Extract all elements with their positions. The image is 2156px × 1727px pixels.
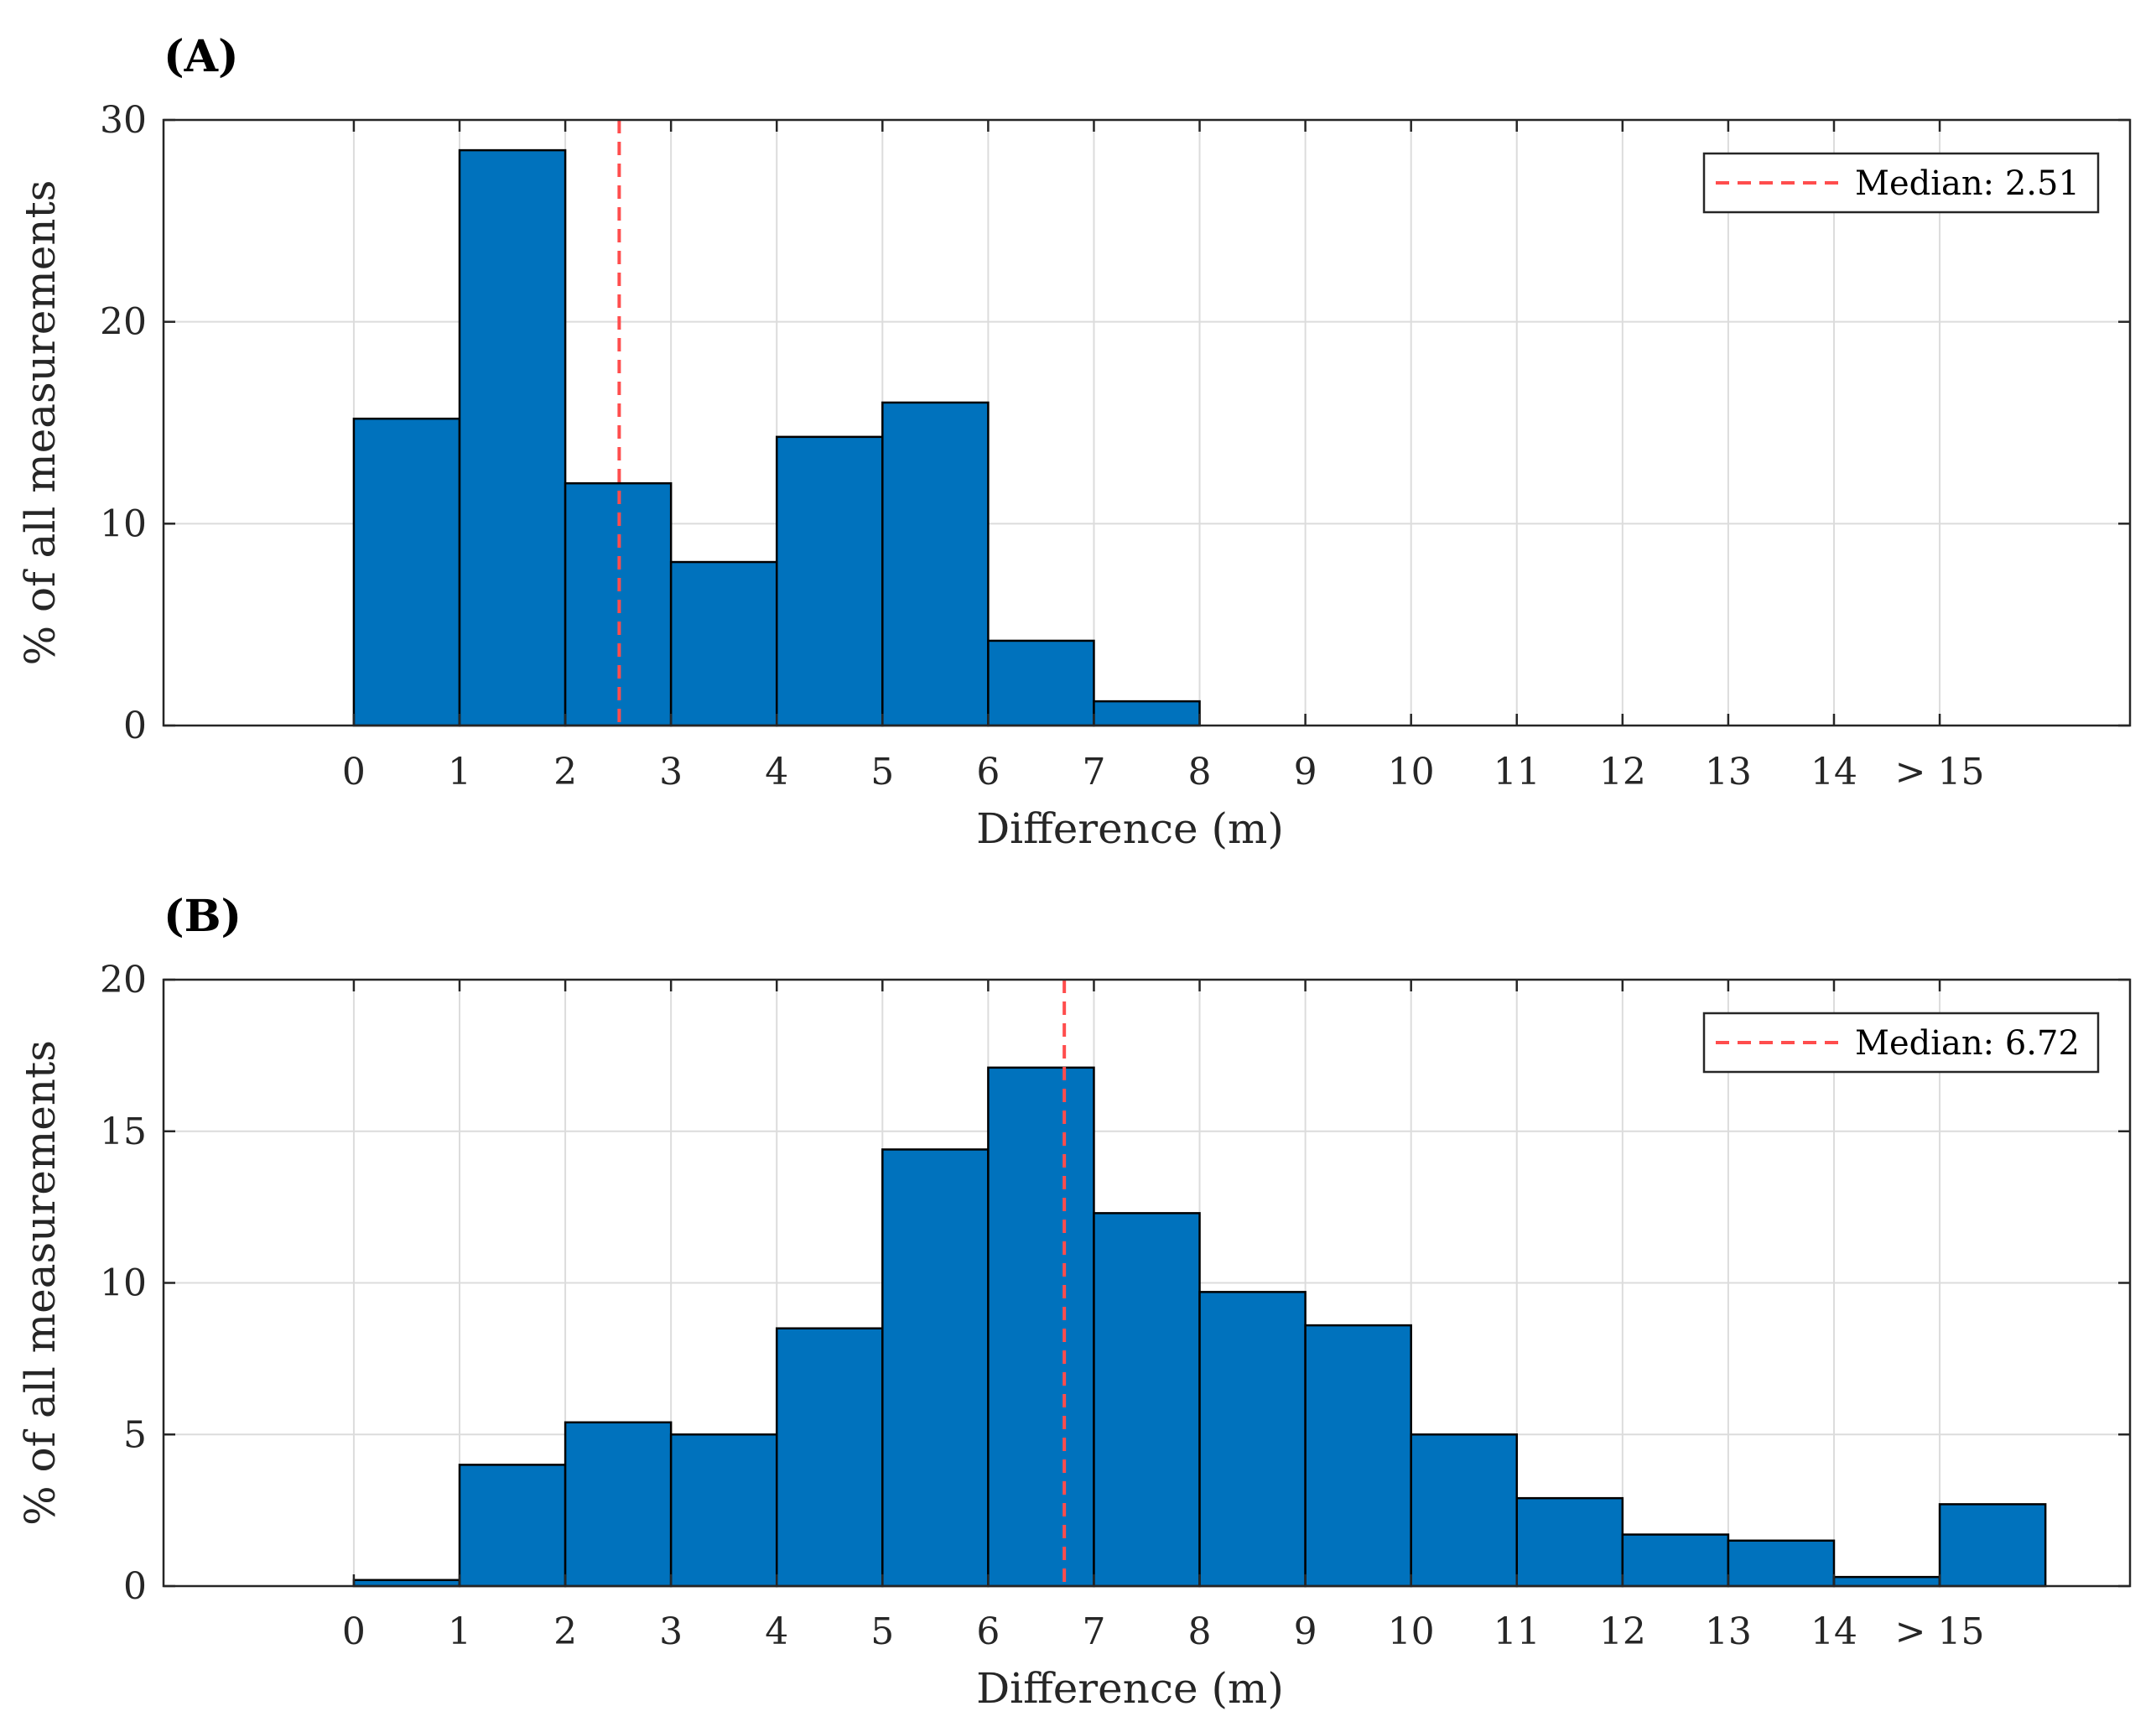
x-tick-label: 10 xyxy=(1388,1610,1435,1653)
histogram-bar xyxy=(987,639,1095,727)
x-tick-label: 1 xyxy=(448,1610,471,1653)
y-tick-label: 20 xyxy=(100,959,147,1001)
histogram-bar xyxy=(458,1464,567,1588)
legend-median-label: Median: 6.72 xyxy=(1855,1024,2080,1063)
x-tick-label: 10 xyxy=(1388,751,1435,793)
x-tick-label: 9 xyxy=(1294,751,1317,793)
panel-label: (A) xyxy=(164,31,239,82)
x-tick-label: 3 xyxy=(659,751,683,793)
histogram-bar xyxy=(881,401,990,727)
histogram-bar xyxy=(775,435,884,727)
x-tick-label: 5 xyxy=(870,1610,894,1653)
legend: Median: 2.51 xyxy=(1702,152,2100,214)
histogram-bar xyxy=(987,1066,1095,1588)
histogram-bar xyxy=(1938,1503,2047,1588)
chart-panel-b: 0 1 2 3 4 5 6 7 8 9 10 11 12 13 14 > 1505101520Differen… xyxy=(16,891,2132,1713)
x-tick-label: 12 xyxy=(1599,1610,1646,1653)
y-tick-label: 5 xyxy=(123,1413,147,1456)
x-tick-label: 13 xyxy=(1705,1610,1752,1653)
histogram-bar xyxy=(352,417,461,727)
x-tick-label: > 15 xyxy=(1895,1610,1985,1653)
histogram-bar xyxy=(1198,1291,1307,1588)
legend-median-label: Median: 2.51 xyxy=(1855,164,2080,203)
histogram-bar xyxy=(881,1148,990,1588)
histogram-bar xyxy=(1410,1433,1519,1588)
y-tick-label: 20 xyxy=(100,301,147,344)
x-tick-label: 3 xyxy=(659,1610,683,1653)
x-tick-label: 8 xyxy=(1188,751,1212,793)
legend: Median: 6.72 xyxy=(1702,1012,2100,1074)
y-axis-title: % of all measurements xyxy=(16,1040,65,1526)
y-tick-label: 30 xyxy=(100,99,147,142)
y-tick-label: 10 xyxy=(100,502,147,545)
x-tick-label: 14 xyxy=(1811,1610,1857,1653)
x-tick-label: 14 xyxy=(1811,751,1857,793)
x-tick-label: 4 xyxy=(765,1610,788,1653)
histogram-bar xyxy=(1304,1324,1412,1588)
x-tick-label: 5 xyxy=(870,751,894,793)
histogram-bar xyxy=(564,1421,673,1588)
y-tick-label: 0 xyxy=(123,705,147,747)
x-tick-label: 7 xyxy=(1082,1610,1105,1653)
histogram-bar xyxy=(669,1433,778,1588)
x-tick-label: 11 xyxy=(1494,1610,1540,1653)
histogram-bar xyxy=(669,560,778,727)
y-tick-label: 0 xyxy=(123,1565,147,1608)
x-tick-label: 8 xyxy=(1188,1610,1212,1653)
histogram-bar xyxy=(775,1327,884,1588)
histogram-bar xyxy=(458,148,567,727)
plot-frame xyxy=(162,118,2132,727)
x-tick-label: 1 xyxy=(448,751,471,793)
chart-panel-a: 0 1 2 3 4 5 6 7 8 9 10 11 12 13 14 > 150102030Differenc… xyxy=(16,31,2132,853)
x-tick-label: 4 xyxy=(765,751,788,793)
x-axis-title: Difference (m) xyxy=(976,804,1284,853)
x-tick-label: 6 xyxy=(976,751,1000,793)
histogram-bar xyxy=(1621,1533,1730,1588)
histogram-bar xyxy=(1093,1212,1201,1588)
y-axis-title: % of all measurements xyxy=(16,180,65,666)
x-tick-label: 12 xyxy=(1599,751,1646,793)
histogram-bar xyxy=(1832,1575,1941,1588)
y-tick-label: 15 xyxy=(100,1111,147,1153)
x-tick-label: 0 xyxy=(342,751,366,793)
histogram-bar xyxy=(1515,1496,1624,1588)
x-tick-label: > 15 xyxy=(1895,751,1985,793)
histogram-bar xyxy=(1093,700,1201,727)
x-tick-label: 9 xyxy=(1294,1610,1317,1653)
y-tick-label: 10 xyxy=(100,1262,147,1305)
histogram-bar xyxy=(1727,1539,1836,1588)
panel-label: (B) xyxy=(164,891,242,942)
x-tick-label: 13 xyxy=(1705,751,1752,793)
x-tick-label: 6 xyxy=(976,1610,1000,1653)
x-tick-label: 0 xyxy=(342,1610,366,1653)
x-tick-label: 7 xyxy=(1082,751,1105,793)
x-tick-label: 11 xyxy=(1494,751,1540,793)
x-axis-title: Difference (m) xyxy=(976,1664,1284,1713)
x-tick-label: 2 xyxy=(553,1610,577,1653)
x-tick-label: 2 xyxy=(553,751,577,793)
